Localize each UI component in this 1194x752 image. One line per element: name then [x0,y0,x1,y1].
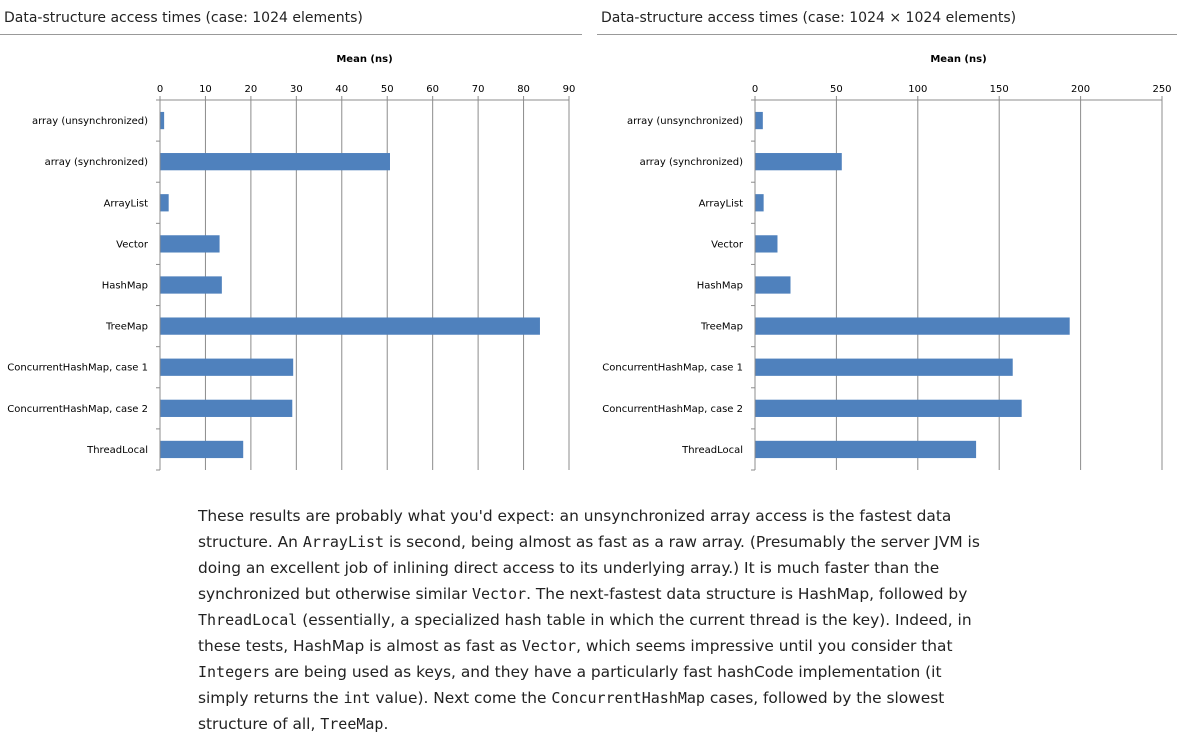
text-run: (essentially, a specialized hash table i… [198,611,972,655]
inline-code: Integer [198,663,262,681]
x-tick-label: 50 [381,84,394,95]
results-paragraph: These results are probably what you'd ex… [198,503,988,737]
inline-code: int [343,689,371,707]
inline-code: ConcurrentHashMap [551,689,705,707]
x-axis-title: Mean (ns) [336,54,392,65]
bar [755,194,764,212]
x-axis-title: Mean (ns) [930,54,986,65]
category-label: ConcurrentHashMap, case 1 [7,363,148,374]
x-tick-label: 60 [426,84,439,95]
bar-chart-1024x1024: Mean (ns) 0 50 100 150 200 250 array (unsynchro… [602,54,1172,471]
text-run: . [383,715,389,733]
category-label: ConcurrentHashMap, case 2 [602,404,743,415]
x-tick-label: 200 [1071,84,1090,95]
category-label: TreeMap [700,322,743,333]
x-tick-label: 40 [335,84,348,95]
text-run: value). Next come the [370,689,552,707]
x-tick-label: 20 [245,84,258,95]
text-run: . The next-fastest data structure is Has… [526,585,968,603]
x-tick-label: 100 [908,84,927,95]
category-label: Vector [116,239,149,250]
x-tick-label: 10 [199,84,212,95]
inline-code: ThreadLocal [198,611,298,629]
x-tick-label: 50 [830,84,843,95]
category-label: ThreadLocal [86,445,148,456]
bar [160,276,222,294]
category-label: HashMap [697,281,743,292]
category-label: ConcurrentHashMap, case 2 [7,404,148,415]
category-label: array (synchronized) [640,157,743,168]
bar [755,235,778,253]
x-tick-label: 70 [472,84,485,95]
inline-code: Vector [521,637,577,655]
bar [160,317,540,335]
inline-code: ArrayList [302,533,385,551]
bar-chart-1024: Mean (ns) 0 10 20 30 40 50 60 70 80 90 array (unsyn… [7,54,576,471]
chart-panel-1024x1024: Data-structure access times (case: 1024 … [597,0,1177,471]
x-tick-label: 0 [752,84,758,95]
category-label: array (synchronized) [45,157,148,168]
bar [160,399,293,417]
category-label: array (unsynchronized) [627,116,743,127]
bar [755,358,1013,376]
category-label: Vector [711,239,744,250]
x-tick-label: 0 [157,84,163,95]
results-text: These results are probably what you'd ex… [198,503,988,737]
chart-caption: Data-structure access times (case: 1024 … [597,0,1177,35]
category-label: HashMap [102,281,148,292]
inline-code: TreeMap [320,715,384,733]
text-run: These results are probably what you'd ex… [198,507,952,551]
bar [755,153,842,171]
x-tick-label: 150 [990,84,1009,95]
x-tick-label: 90 [563,84,576,95]
text-run: cases, followed by the slowest structure… [198,689,945,733]
category-label: TreeMap [105,322,148,333]
x-tick-label: 30 [290,84,303,95]
bar [160,111,165,130]
chart-caption: Data-structure access times (case: 1024 … [0,0,582,35]
chart-panel-1024: Data-structure access times (case: 1024 … [0,0,582,471]
bar [755,317,1070,335]
category-label: ArrayList [699,198,743,209]
bar [160,440,244,459]
bar [160,194,169,212]
bar [755,111,763,130]
bar [160,153,390,171]
bar [160,235,220,253]
x-tick-label: 80 [517,84,530,95]
category-label: ThreadLocal [681,445,743,456]
text-run: s are being used as keys, and they have … [198,663,942,707]
category-label: array (unsynchronized) [32,116,148,127]
text-run: , which seems impressive until you consi… [576,637,953,655]
inline-code: Vector [471,585,527,603]
category-label: ArrayList [104,198,148,209]
bar [160,358,294,376]
text-run: is second, being almost as fast as a raw… [198,533,980,603]
bar [755,276,791,294]
bar [755,399,1022,417]
category-label: ConcurrentHashMap, case 1 [602,363,743,374]
x-tick-label: 250 [1152,84,1171,95]
bar [755,440,977,459]
